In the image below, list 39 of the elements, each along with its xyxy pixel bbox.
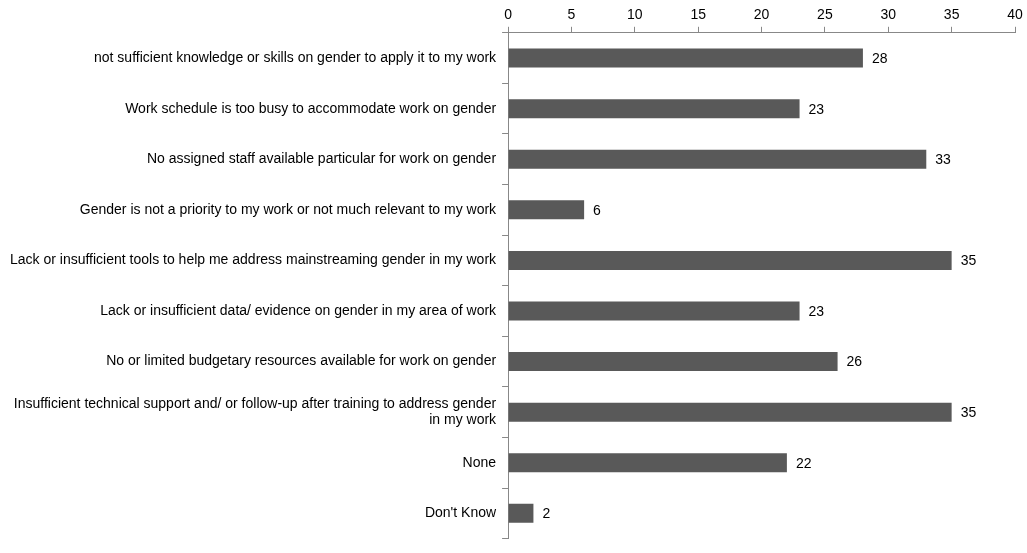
bar [508,402,952,422]
x-tick-label: 25 [817,6,833,23]
data-label: 23 [808,100,825,117]
y-tick-label: None [462,453,497,470]
data-label: 2 [542,505,551,522]
data-label: 28 [871,49,888,66]
bar [508,200,585,220]
y-tick-label: Lack or insufficient data/ evidence on gender in my area of work [100,301,498,318]
bar [508,503,534,523]
x-tick-label: 40 [1007,6,1023,23]
y-tick-label: No or limited budgetary resources available for work on gender [106,352,497,369]
y-tick-label: Gender is not a priority to my work or not much relevant to my work [79,200,498,217]
y-tick-label: Work schedule is too busy to accommodate work on gender [125,99,497,116]
y-tick-label: Lack or insufficient tools to help me address mainstreaming gender in my work [9,251,498,268]
x-tick-label: 35 [943,6,960,23]
x-tick-label: 15 [690,6,707,23]
bar [508,149,927,169]
bar [508,301,800,321]
y-tick-label: Don't Know [424,504,497,521]
data-label: 35 [960,404,977,421]
y-tick-label: Insufficient technical support and/ or follow-up after training to address gender in my work [13,394,498,428]
data-label: 26 [846,353,863,370]
bar [508,453,787,473]
data-label: 33 [935,151,952,168]
x-tick-label: 0 [504,6,513,23]
data-label: 23 [808,302,825,319]
bar [508,99,800,119]
x-tick-label: 30 [880,6,897,23]
bar [508,352,838,372]
y-tick-label: not sufficient knowledge or skills on gender to apply it to my work [94,48,498,65]
x-tick-label: 10 [627,6,643,23]
data-label: 6 [593,201,602,218]
bar [508,48,863,68]
data-label: 35 [960,252,977,269]
x-tick-label: 5 [567,6,576,23]
y-tick-label: No assigned staff available particular for work on gender [146,150,497,167]
bar [508,250,952,270]
x-tick-label: 20 [753,6,770,23]
data-label: 22 [795,454,812,471]
